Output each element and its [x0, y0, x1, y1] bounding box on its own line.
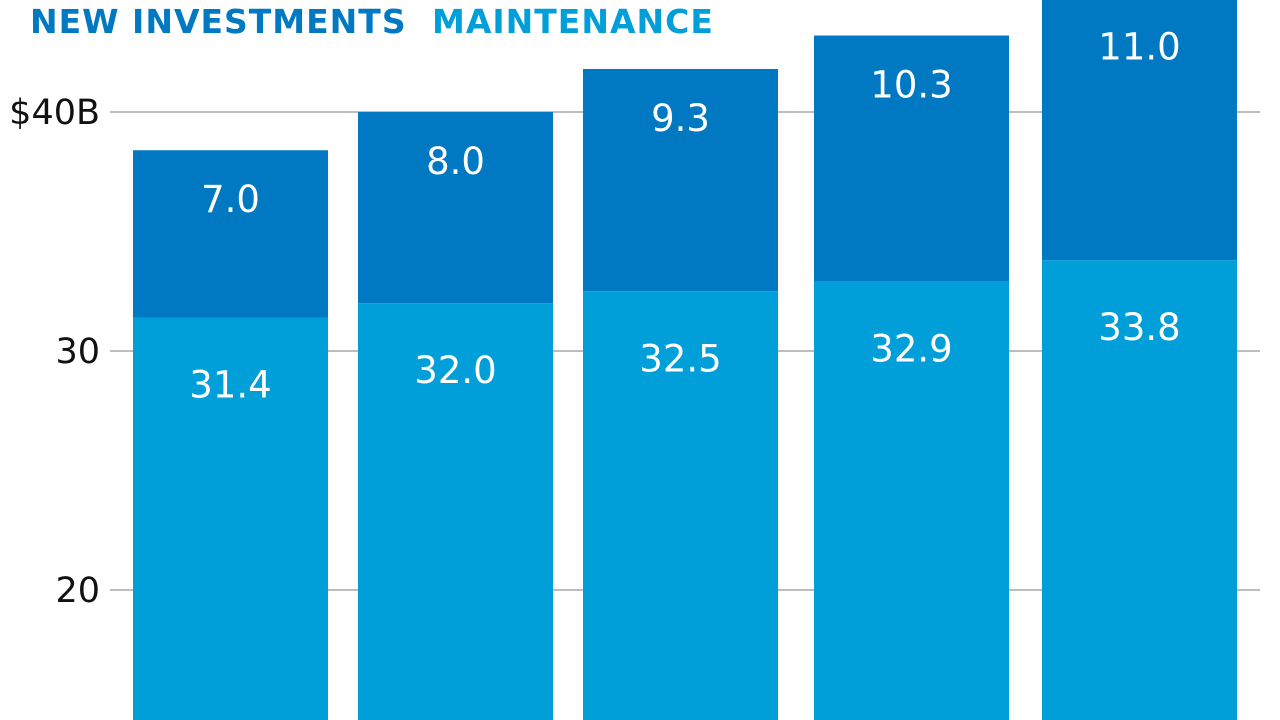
- bars: [133, 0, 1237, 720]
- bar-maintenance: [358, 303, 553, 720]
- value-label-new-investments: 8.0: [426, 140, 485, 183]
- bar-new-investments: [583, 68, 778, 292]
- value-label-maintenance: 31.4: [189, 364, 271, 407]
- y-tick-label: 30: [55, 332, 100, 372]
- value-labels: 31.4 7.0 32.0 8.0 32.5 9.3 32.9 10.3 33.8 11.0: [189, 25, 1180, 406]
- bar-new-investments: [133, 150, 328, 318]
- legend-new-investments: NEW INVESTMENTS: [30, 2, 407, 41]
- bar-new-investments: [814, 35, 1009, 282]
- value-label-maintenance: 32.9: [870, 328, 952, 371]
- value-label-maintenance: 33.8: [1098, 306, 1180, 349]
- bar-new-investments: [358, 112, 553, 304]
- value-label-new-investments: 9.3: [651, 97, 710, 140]
- y-tick-label: $40B: [9, 93, 100, 133]
- bar-maintenance: [814, 281, 1009, 720]
- bar-maintenance: [583, 291, 778, 720]
- y-tick-label: 20: [55, 571, 100, 611]
- legend-maintenance: MAINTENANCE: [432, 2, 714, 41]
- bar-maintenance: [1042, 260, 1237, 720]
- value-label-maintenance: 32.0: [414, 349, 496, 392]
- value-label-new-investments: 10.3: [870, 64, 952, 107]
- value-label-new-investments: 7.0: [201, 178, 260, 221]
- value-label-new-investments: 11.0: [1098, 25, 1180, 68]
- legend: NEW INVESTMENTS MAINTENANCE: [30, 2, 714, 41]
- value-label-maintenance: 32.5: [639, 337, 721, 380]
- bar-new-investments: [1042, 0, 1237, 261]
- y-axis-ticks: $40B 30 20: [9, 93, 100, 611]
- bar-maintenance: [133, 317, 328, 720]
